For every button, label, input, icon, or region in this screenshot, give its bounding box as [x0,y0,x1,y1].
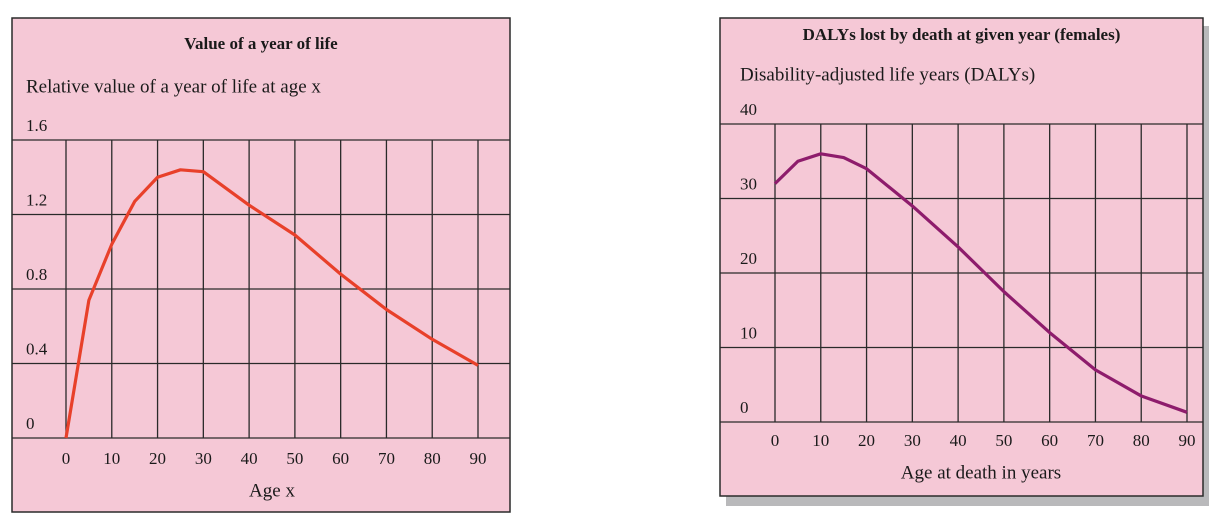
y-tick-label: 30 [740,174,757,193]
x-tick-label: 70 [1087,431,1104,450]
x-tick-label: 30 [195,449,212,468]
x-tick-label: 50 [286,449,303,468]
x-tick-label: 80 [424,449,441,468]
data-line [773,152,1188,414]
x-tick-label: 0 [62,449,71,468]
y-tick-label: 0 [740,398,749,417]
chart-title: DALYs lost by death at given year (femal… [803,25,1121,44]
x-tick-label: 80 [1133,431,1150,450]
x-tick-label: 90 [1179,431,1196,450]
x-tick-label: 20 [858,431,875,450]
x-axis-label: Age x [249,480,295,501]
data-line [64,168,479,439]
x-tick-label: 30 [904,431,921,450]
x-tick-label: 40 [950,431,967,450]
x-tick-label: 0 [771,431,780,450]
panel [11,17,511,513]
x-tick-label: 60 [1041,431,1058,450]
y-tick-label: 1.2 [26,190,47,209]
y-tick-label: 40 [740,100,757,119]
x-tick-label: 50 [995,431,1012,450]
chart-subtitle: Relative value of a year of life at age … [26,76,321,97]
y-tick-label: 10 [740,323,757,342]
x-tick-label: 20 [149,449,166,468]
x-tick-label: 90 [470,449,487,468]
x-tick-label: 10 [812,431,829,450]
panel [719,17,1204,497]
chart-subtitle: Disability-adjusted life years (DALYs) [740,64,1035,85]
x-tick-label: 70 [378,449,395,468]
chart-title: Value of a year of life [184,34,338,53]
y-tick-label: 1.6 [26,116,47,135]
x-axis-label: Age at death in years [901,462,1061,483]
x-tick-label: 60 [332,449,349,468]
x-tick-label: 10 [103,449,120,468]
y-tick-label: 0.4 [26,339,48,358]
x-tick-label: 40 [241,449,258,468]
y-tick-label: 20 [740,249,757,268]
y-tick-label: 0.8 [26,265,47,284]
y-tick-label: 0 [26,414,35,433]
